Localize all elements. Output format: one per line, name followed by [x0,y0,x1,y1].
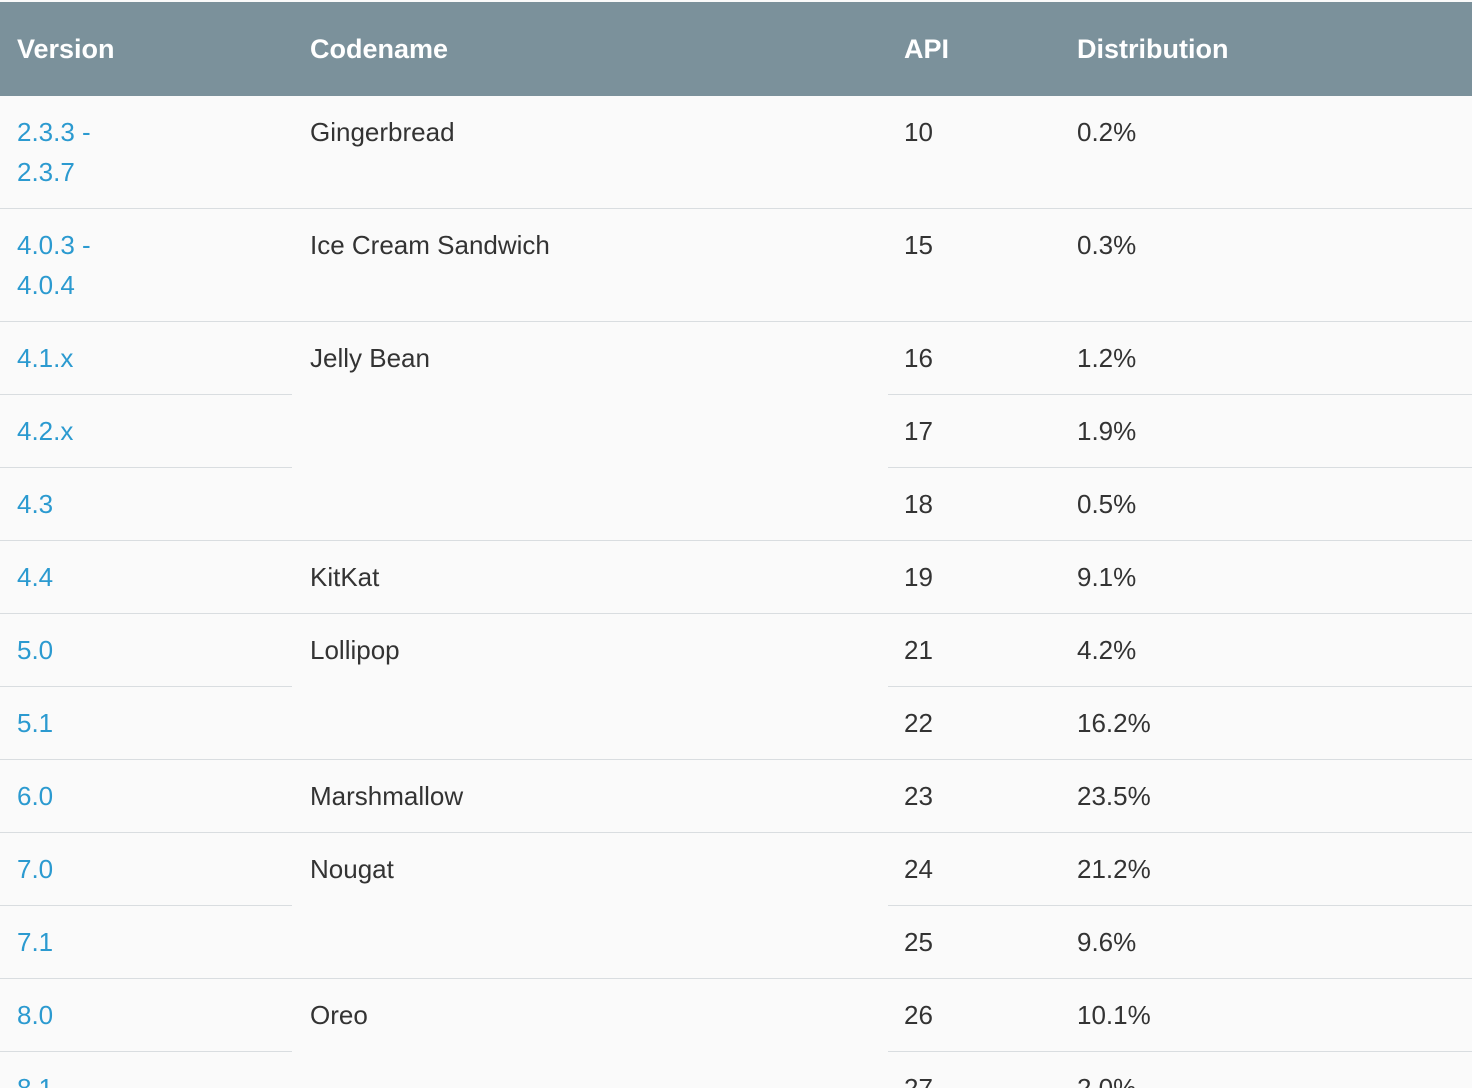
version-link[interactable]: 4.2.x [17,416,74,446]
table-body: 2.3.3 - 2.3.7 Gingerbread 10 0.2% 4.0.3 - 4.… [0,96,1472,1088]
version-link[interactable]: 2.3.3 - 2.3.7 [17,117,91,187]
distribution-cell: 21.2% [1060,832,1472,906]
api-cell: 17 [888,394,1060,468]
version-cell: 4.2.x [0,394,292,468]
distribution-cell: 4.2% [1060,613,1472,687]
codename-cell: Nougat [292,832,888,979]
distribution-cell: 0.2% [1060,96,1472,209]
version-cell: 4.1.x [0,321,292,395]
api-cell: 15 [888,208,1060,322]
version-link[interactable]: 4.4 [17,562,54,592]
version-link[interactable]: 8.1 [17,1073,54,1088]
api-cell: 26 [888,978,1060,1052]
table-row: 4.3 18 0.5% [0,467,1472,541]
distribution-cell: 23.5% [1060,759,1472,833]
version-cell: 5.0 [0,613,292,687]
column-header: Distribution [1060,2,1472,96]
table-row: 5.0 Lollipop 21 4.2% [0,613,1472,760]
codename-cell: Oreo [292,978,888,1088]
api-cell: 27 [888,1051,1060,1088]
version-link[interactable]: 8.0 [17,1000,54,1030]
distribution-cell: 0.3% [1060,208,1472,322]
version-link[interactable]: 7.1 [17,927,54,957]
api-cell: 21 [888,613,1060,687]
api-cell: 19 [888,540,1060,614]
codename-cell: Gingerbread [292,96,888,209]
version-link[interactable]: 6.0 [17,781,54,811]
api-cell: 25 [888,905,1060,979]
api-cell: 22 [888,686,1060,760]
table-row: 5.1 22 16.2% [0,686,1472,760]
column-header: Codename [292,2,888,96]
api-cell: 23 [888,759,1060,833]
version-link[interactable]: 4.1.x [17,343,74,373]
version-cell: 7.1 [0,905,292,979]
table-row: 4.1.x Jelly Bean 16 1.2% [0,321,1472,541]
version-link[interactable]: 5.1 [17,708,54,738]
codename-cell: Lollipop [292,613,888,760]
version-cell: 2.3.3 - 2.3.7 [0,96,292,209]
table-row: 8.1 27 2.0% [0,1051,1472,1088]
version-cell: 4.4 [0,540,292,614]
version-cell: 8.0 [0,978,292,1052]
version-cell: 7.0 [0,832,292,906]
version-link[interactable]: 4.3 [17,489,54,519]
version-link[interactable]: 7.0 [17,854,54,884]
api-cell: 18 [888,467,1060,541]
version-link[interactable]: 4.0.3 - 4.0.4 [17,230,91,300]
api-cell: 24 [888,832,1060,906]
distribution-cell: 10.1% [1060,978,1472,1052]
version-cell: 6.0 [0,759,292,833]
table-row: 6.0 Marshmallow 23 23.5% [0,759,1472,833]
codename-cell: Ice Cream Sandwich [292,208,888,322]
distribution-cell: 0.5% [1060,467,1472,541]
table-row: 7.0 Nougat 24 21.2% [0,832,1472,979]
version-cell: 8.1 [0,1051,292,1088]
table-row: 2.3.3 - 2.3.7 Gingerbread 10 0.2% [0,96,1472,209]
distribution-cell: 9.1% [1060,540,1472,614]
distribution-cell: 2.0% [1060,1051,1472,1088]
table-row: 8.0 Oreo 26 10.1% [0,978,1472,1088]
column-header: Version [0,2,292,96]
api-cell: 10 [888,96,1060,209]
codename-cell: KitKat [292,540,888,614]
version-cell: 4.0.3 - 4.0.4 [0,208,292,322]
table-row: 7.1 25 9.6% [0,905,1472,979]
version-link[interactable]: 5.0 [17,635,54,665]
table-row: 4.4 KitKat 19 9.1% [0,540,1472,614]
distribution-cell: 1.2% [1060,321,1472,395]
distribution-cell: 1.9% [1060,394,1472,468]
table-row: 4.2.x 17 1.9% [0,394,1472,468]
table-row: 4.0.3 - 4.0.4 Ice Cream Sandwich 15 0.3% [0,208,1472,322]
header-row: Version Codename API Distribution [0,2,1472,96]
codename-cell: Marshmallow [292,759,888,833]
codename-cell: Jelly Bean [292,321,888,541]
column-header: API [888,2,1060,96]
distribution-cell: 16.2% [1060,686,1472,760]
distribution-cell: 9.6% [1060,905,1472,979]
version-cell: 5.1 [0,686,292,760]
version-cell: 4.3 [0,467,292,541]
api-cell: 16 [888,321,1060,395]
